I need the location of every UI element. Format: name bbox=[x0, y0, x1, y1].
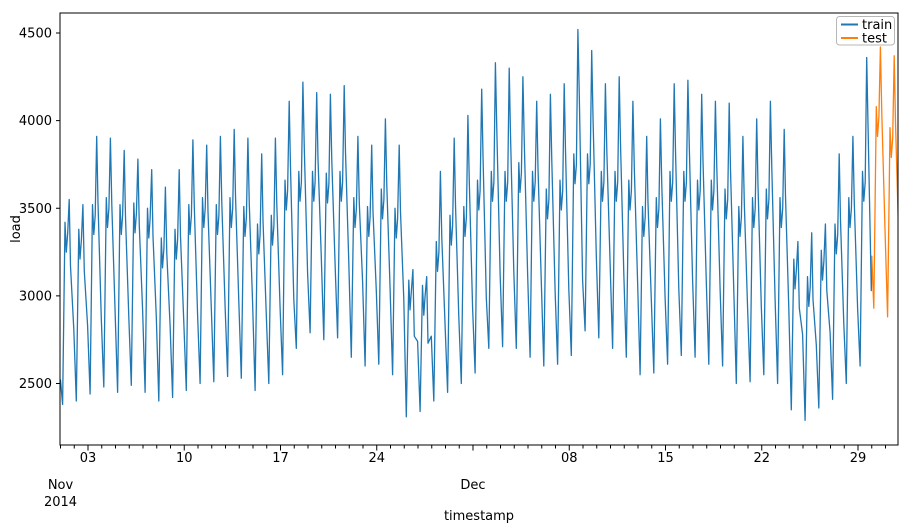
series-train bbox=[60, 28, 873, 421]
x-tick-label: 08 bbox=[561, 451, 578, 466]
y-tick-label: 2500 bbox=[19, 377, 52, 392]
y-tick-label: 3000 bbox=[19, 289, 52, 304]
x-axis-label: timestamp bbox=[444, 509, 514, 524]
plot-border bbox=[59, 12, 899, 446]
x-tick-label: 03 bbox=[80, 451, 97, 466]
y-tick-label: 3500 bbox=[19, 202, 52, 217]
series-test bbox=[871, 46, 898, 318]
legend: train test bbox=[836, 16, 895, 47]
x-month-label: 2014 bbox=[44, 495, 77, 510]
x-tick-label: 24 bbox=[368, 451, 385, 466]
y-tick-label: 4000 bbox=[19, 114, 52, 129]
y-tick-label: 4500 bbox=[19, 27, 52, 42]
y-axis-label: load bbox=[9, 215, 24, 243]
x-tick-label: 10 bbox=[176, 451, 193, 466]
legend-test-label: test bbox=[862, 32, 887, 47]
x-month-label: Dec bbox=[460, 478, 485, 493]
x-month-label: Nov bbox=[48, 478, 74, 493]
x-tick-label: 17 bbox=[272, 451, 289, 466]
x-tick-label: 29 bbox=[850, 451, 867, 466]
x-tick-label: 22 bbox=[753, 451, 770, 466]
x-tick-label: 15 bbox=[657, 451, 674, 466]
series-layer bbox=[60, 28, 898, 421]
axis-ticks: 2500 3000 3500 4000 4500 03 10 17 24 08 15 22 29 Nov 2… bbox=[19, 27, 886, 510]
legend-train-label: train bbox=[862, 18, 892, 33]
